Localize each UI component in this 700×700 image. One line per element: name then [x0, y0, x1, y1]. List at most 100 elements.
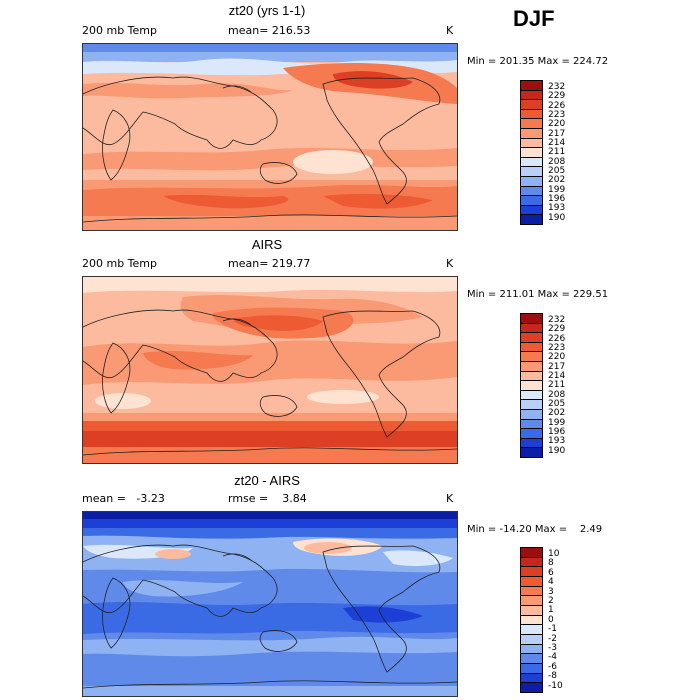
- panel1-minmax: Min = 201.35 Max = 224.72: [467, 56, 609, 67]
- panel3-title: zt20 - AIRS: [234, 473, 300, 488]
- colorbar-tick-label: 211: [548, 147, 566, 158]
- colorbar-tick-label: -6: [548, 661, 557, 672]
- colorbar-tick-label: 193: [548, 203, 566, 214]
- colorbar-swatch: [521, 390, 542, 401]
- colorbar-tick-label: -10: [548, 680, 563, 691]
- panel3-map: [82, 511, 458, 697]
- colorbar-swatch: [521, 400, 542, 410]
- panel3-mean: mean = -3.23: [82, 492, 165, 505]
- colorbar-swatch: [521, 448, 542, 457]
- colorbar-tick-label: 0: [548, 614, 554, 625]
- panel3-colorbar-ticks: 10 8 6 4 3 2 1 0 -1 -2 -3 -4 -6 -8 -10: [548, 549, 588, 691]
- field-blob: [95, 393, 151, 409]
- colorbar-tick-label: 214: [548, 371, 566, 381]
- colorbar-swatch: [521, 109, 542, 120]
- field-blob: [293, 150, 373, 174]
- field-band: [83, 421, 457, 433]
- colorbar-swatch: [521, 90, 542, 101]
- colorbar-tick-label: 211: [548, 380, 566, 391]
- colorbar-tick-label: 208: [548, 389, 566, 400]
- field-band: [83, 636, 457, 657]
- colorbar-swatch: [521, 548, 542, 558]
- colorbar-swatch: [521, 438, 542, 449]
- colorbar-tick-label: 205: [548, 399, 566, 409]
- colorbar-tick-label: -8: [548, 671, 557, 682]
- panel1-title: zt20 (yrs 1-1): [228, 3, 306, 18]
- colorbar-swatch: [521, 596, 542, 607]
- panel3-field: [83, 512, 457, 696]
- colorbar-swatch: [521, 586, 542, 597]
- colorbar-swatch: [521, 314, 542, 324]
- colorbar-swatch: [521, 577, 542, 587]
- colorbar-tick-label: 8: [548, 558, 554, 569]
- colorbar-tick-label: 202: [548, 408, 566, 419]
- field-blob: [143, 351, 253, 370]
- panel1-colorbar-ticks: 232 229 226 223 220 217 214 211 208 205 202 199 196 1…: [548, 82, 588, 223]
- colorbar-swatch: [521, 409, 542, 420]
- field-blob: [323, 193, 433, 209]
- field-band: [83, 528, 457, 538]
- colorbar-swatch: [521, 664, 542, 674]
- season-label: DJF: [513, 6, 555, 31]
- colorbar-swatch: [521, 342, 542, 353]
- panel2-mean: mean= 219.77: [228, 257, 311, 270]
- colorbar-tick-label: 205: [548, 166, 566, 176]
- colorbar-tick-label: 226: [548, 100, 566, 111]
- colorbar-swatch: [521, 157, 542, 168]
- field-band: [83, 512, 457, 520]
- panel2-title: AIRS: [251, 237, 283, 252]
- panel2-minmax: Min = 211.01 Max = 229.51: [467, 289, 609, 300]
- colorbar-swatch: [521, 186, 542, 197]
- colorbar-tick-label: 190: [548, 445, 566, 456]
- colorbar-tick-label: 223: [548, 110, 566, 120]
- panel1-colorbar: [520, 80, 543, 225]
- colorbar-swatch: [521, 100, 542, 110]
- panel2-colorbar: [520, 313, 543, 458]
- field-band: [83, 447, 457, 463]
- colorbar-tick-label: 3: [548, 586, 554, 597]
- colorbar-tick-label: 220: [548, 352, 566, 363]
- panel2-map: [82, 276, 458, 464]
- colorbar-tick-label: 193: [548, 436, 566, 447]
- colorbar-tick-label: -1: [548, 624, 557, 635]
- colorbar-tick-label: 190: [548, 212, 566, 223]
- colorbar-tick-label: 196: [548, 427, 566, 437]
- panel1-variable: 200 mb Temp: [82, 24, 158, 37]
- field-band: [83, 413, 457, 423]
- colorbar-swatch: [521, 635, 542, 645]
- colorbar-swatch: [521, 371, 542, 382]
- panel3-minmax: Min = -14.20 Max = 2.49: [467, 524, 603, 535]
- colorbar-swatch: [521, 644, 542, 655]
- field-band: [83, 686, 457, 696]
- panel2-units: K: [446, 257, 454, 270]
- panel1-map: [82, 43, 458, 231]
- colorbar-swatch: [521, 615, 542, 626]
- colorbar-swatch: [521, 352, 542, 362]
- colorbar-tick-label: 226: [548, 333, 566, 344]
- colorbar-tick-label: 1: [548, 605, 554, 616]
- panel3-rmse: rmse = 3.84: [228, 492, 307, 505]
- colorbar-tick-label: 214: [548, 138, 566, 148]
- colorbar-swatch: [521, 683, 542, 693]
- colorbar-tick-label: 217: [548, 128, 566, 139]
- colorbar-swatch: [521, 205, 542, 216]
- field-blob: [123, 580, 243, 597]
- colorbar-swatch: [521, 557, 542, 568]
- colorbar-tick-label: 199: [548, 417, 566, 428]
- colorbar-tick-label: 232: [548, 82, 566, 92]
- field-blob: [333, 71, 413, 89]
- colorbar-tick-label: 6: [548, 567, 554, 578]
- colorbar-swatch: [521, 654, 542, 665]
- colorbar-swatch: [521, 381, 542, 391]
- field-band: [83, 519, 457, 529]
- panel3-units: K: [446, 492, 454, 505]
- colorbar-tick-label: -2: [548, 633, 557, 644]
- colorbar-swatch: [521, 215, 542, 224]
- field-blob: [383, 550, 453, 566]
- colorbar-swatch: [521, 81, 542, 91]
- colorbar-swatch: [521, 361, 542, 372]
- coastlines: [83, 544, 457, 689]
- field-band: [83, 340, 457, 385]
- colorbar-swatch: [521, 323, 542, 334]
- colorbar-tick-label: -4: [548, 652, 557, 663]
